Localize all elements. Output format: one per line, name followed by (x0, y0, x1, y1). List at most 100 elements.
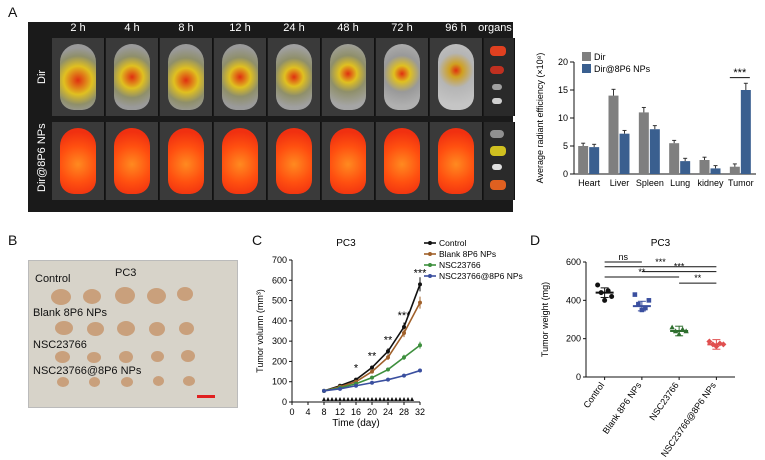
tumor (115, 287, 135, 304)
treatment-marker (398, 397, 402, 401)
treatment-marker (390, 397, 394, 401)
image-cell (322, 38, 375, 116)
image-cell (214, 122, 267, 200)
data-point (713, 343, 720, 350)
legend-swatch (582, 64, 591, 73)
photo-row-label: NSC23766@8P6 NPs (33, 365, 142, 377)
photo-row-label: Control (35, 273, 71, 285)
data-point (418, 343, 422, 348)
photo-row-label: NSC23766 (33, 339, 87, 351)
panel-label-a: A (8, 4, 18, 20)
treatment-marker (362, 397, 366, 401)
tumor (177, 287, 193, 301)
y-tick-label: 500 (272, 296, 287, 306)
x-tick-label: 12 (335, 407, 345, 417)
image-cell (214, 38, 267, 116)
data-point (402, 373, 406, 378)
data-point (338, 386, 342, 391)
significance-label: *** (733, 67, 747, 79)
treatment-marker (406, 397, 410, 401)
time-label: 96 h (445, 22, 467, 34)
organs-cell (484, 38, 515, 116)
y-tick-label: 5 (563, 141, 568, 151)
treatment-marker (386, 397, 390, 401)
image-cell (52, 122, 105, 200)
data-point (676, 331, 682, 337)
treatment-marker (358, 397, 362, 401)
image-cell (106, 122, 159, 200)
scale-bar (197, 395, 215, 398)
image-cell (160, 38, 213, 116)
data-point (716, 340, 723, 347)
treatment-marker (378, 397, 382, 401)
image-cell (160, 122, 213, 200)
legend-marker (428, 263, 432, 267)
time-label: 8 h (178, 22, 194, 34)
bar (699, 160, 710, 174)
data-point (639, 307, 645, 313)
data-point (706, 338, 713, 345)
bar (578, 146, 589, 174)
bar (680, 161, 691, 174)
y-tick-label: 400 (272, 316, 287, 326)
tumor (87, 322, 104, 336)
y-tick-label: 200 (272, 356, 287, 366)
x-tick-label: 16 (351, 407, 361, 417)
treatment-marker (350, 397, 354, 401)
x-tick-label: NSC23766 (647, 380, 680, 422)
tumor (117, 321, 135, 336)
y-tick-label: 0 (282, 397, 287, 407)
tumor (151, 351, 164, 362)
line-chart: PC3 0 100 200 300 400 500 600 700 0 4 8 12 16 20 24 28 32… (255, 238, 523, 429)
bar (608, 95, 619, 174)
tumor (153, 376, 164, 386)
data-point (322, 388, 326, 393)
image-cell (376, 122, 429, 200)
time-label: 72 h (391, 22, 413, 34)
tumor (57, 377, 69, 387)
x-tick-label: 24 (383, 407, 393, 417)
bar-chart: 0 5 10 15 20 Average radiant efficiency (×10⁸… (535, 52, 756, 188)
treatment-marker (334, 397, 338, 401)
data-point (636, 301, 641, 307)
x-tick-label: Liver (610, 178, 630, 188)
panel-label-b: B (8, 232, 18, 248)
row-label-dir-nps: Dir@8P6 NPs (36, 123, 48, 192)
data-point (720, 341, 727, 348)
data-point (632, 292, 638, 297)
legend-label: Control (439, 238, 467, 248)
tumor (55, 351, 70, 363)
treatment-marker (410, 397, 414, 401)
significance-label: *** (398, 310, 412, 322)
treatment-marker (366, 397, 370, 401)
data-point (386, 377, 390, 382)
panel-label-c: C (252, 232, 263, 248)
significance-label: ** (368, 351, 377, 363)
legend-swatch (582, 52, 591, 61)
comparison-label: *** (674, 262, 685, 272)
y-tick-label: 0 (576, 372, 581, 382)
data-point (370, 369, 374, 374)
y-tick-label: 15 (558, 85, 568, 95)
data-point (418, 282, 422, 287)
treatment-marker (382, 397, 386, 401)
data-point (609, 294, 615, 299)
legend-label: NSC23766 (439, 260, 481, 270)
tumor (51, 289, 71, 305)
y-tick-label: 700 (272, 255, 287, 265)
y-tick-label: 400 (566, 295, 581, 305)
time-label: 2 h (70, 22, 86, 34)
x-tick-label: 0 (289, 407, 294, 417)
comparison-label: ** (638, 267, 646, 277)
organs-cell (484, 122, 515, 200)
data-point (386, 355, 390, 360)
x-tick-label: Blank 8P6 NPs (601, 380, 644, 436)
data-point (386, 349, 390, 354)
data-point (683, 328, 689, 334)
image-cell (106, 38, 159, 116)
imaging-panel: 2 h 4 h 8 h 12 h 24 h 48 h 72 h 96 h org… (28, 22, 515, 212)
y-axis-label: Average radiant efficiency (×10⁸) (535, 53, 545, 184)
x-tick-label: 32 (415, 407, 425, 417)
image-cell (430, 122, 483, 200)
tumor (119, 351, 133, 363)
